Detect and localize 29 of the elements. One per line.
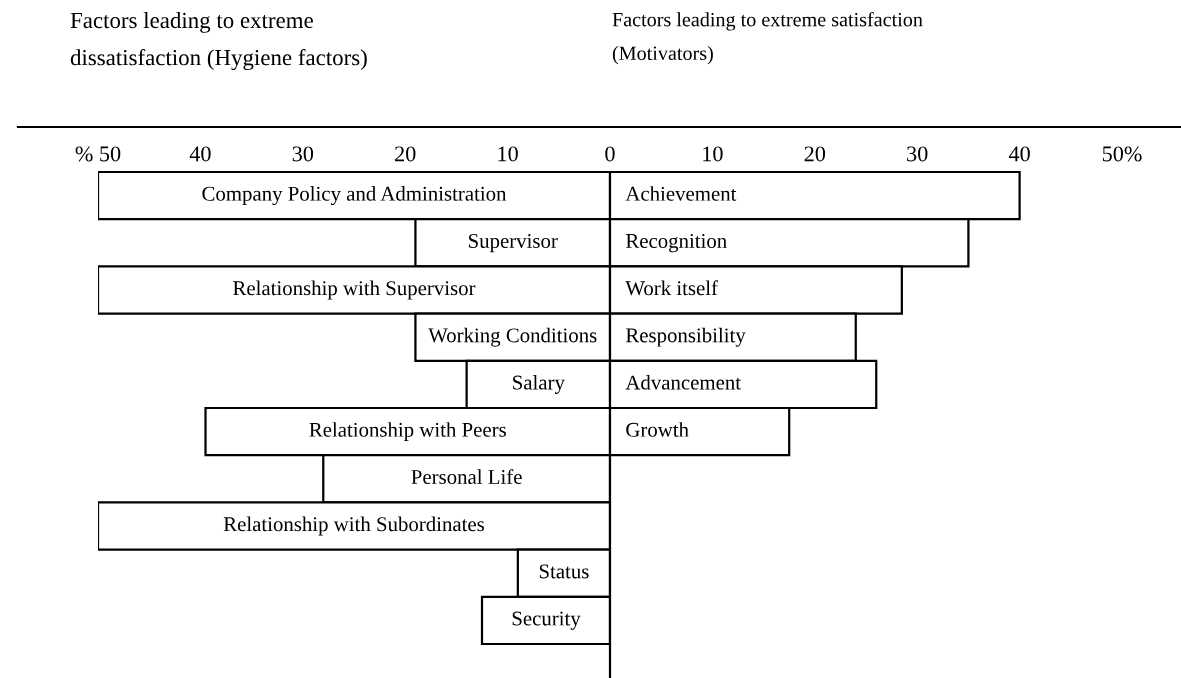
x-tick-label: 0 xyxy=(605,146,615,162)
y-tick-label: Recognition xyxy=(625,233,727,253)
y-tick-label: Relationship with Peers xyxy=(309,422,506,442)
y-tick-label: Personal Life xyxy=(411,469,522,485)
x-tick-label: 10 xyxy=(703,146,723,162)
y-tick-label: Growth xyxy=(626,422,689,437)
y-tick-label: Salary xyxy=(513,374,565,394)
y-tick-label: Work itself xyxy=(625,280,718,296)
y-tick-label: Responsibility xyxy=(625,327,746,347)
y-tick-label: Advancement xyxy=(625,374,741,390)
x-tick-label: 50% xyxy=(1102,146,1142,162)
x-tick-label: 20 xyxy=(804,146,826,162)
y-tick-label: Relationship with Supervisor xyxy=(233,280,476,300)
y-tick-label: Status xyxy=(539,564,589,579)
y-tick-label: Supervisor xyxy=(468,234,558,253)
x-tick-label: % 50 xyxy=(75,146,121,162)
x-tick-label: 40 xyxy=(1008,146,1030,162)
x-tick-label: 20 xyxy=(395,146,416,162)
y-tick-label: Achievement xyxy=(625,186,737,201)
x-tick-label: 30 xyxy=(907,146,928,162)
x-tick-label: 30 xyxy=(292,146,314,162)
y-tick-label: Working Conditions xyxy=(428,327,597,347)
x-tick-label: 40 xyxy=(189,146,211,162)
x-tick-label: 10 xyxy=(498,146,518,162)
y-tick-label: Relationship with Subordinates xyxy=(223,516,485,536)
chart-title: Factors leading to extreme satisfaction (Motivators) xyxy=(612,12,923,65)
y-tick-label: Company Policy and Administration xyxy=(202,186,507,206)
y-tick-label: Security xyxy=(512,611,581,630)
chart-title: Factors leading to extreme dissatisfaction (Hygiene factors) xyxy=(70,12,367,71)
